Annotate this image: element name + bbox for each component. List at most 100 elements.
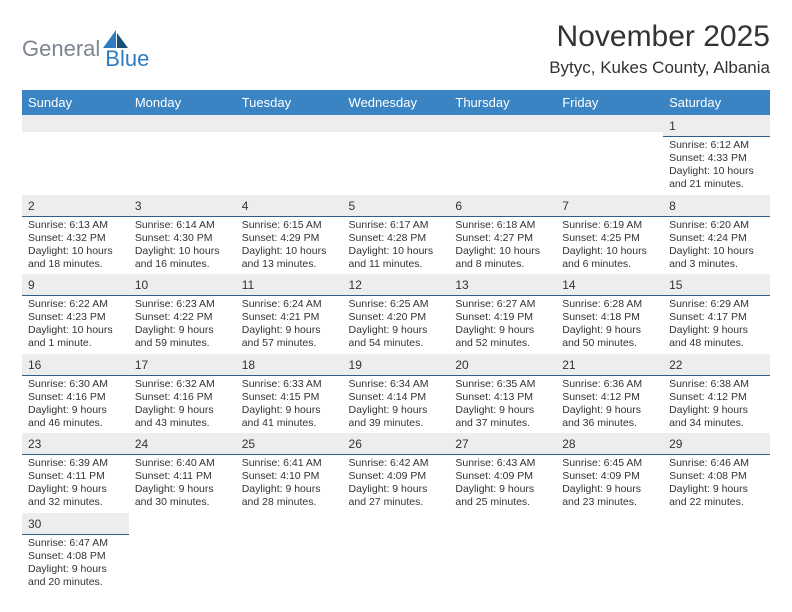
day-detail-line: Daylight: 9 hours (562, 483, 657, 496)
day-detail-line: Daylight: 10 hours (28, 324, 123, 337)
calendar-day-cell (22, 115, 129, 195)
logo-text-blue: Blue (105, 46, 149, 72)
logo-text-gray: General (22, 36, 100, 62)
day-header: Tuesday (236, 90, 343, 115)
day-detail-line: and 30 minutes. (135, 496, 230, 509)
day-detail-line: Daylight: 9 hours (28, 404, 123, 417)
day-details: Sunrise: 6:25 AMSunset: 4:20 PMDaylight:… (343, 296, 450, 354)
day-number: 22 (669, 358, 682, 372)
day-number-row: 25 (236, 433, 343, 455)
day-detail-line: and 6 minutes. (562, 258, 657, 271)
day-detail-line: Daylight: 9 hours (242, 483, 337, 496)
calendar-day-cell: 1Sunrise: 6:12 AMSunset: 4:33 PMDaylight… (663, 115, 770, 195)
day-detail-line: Sunrise: 6:20 AM (669, 219, 764, 232)
calendar-day-cell: 24Sunrise: 6:40 AMSunset: 4:11 PMDayligh… (129, 433, 236, 513)
empty-day-row (129, 115, 236, 132)
day-detail-line: and 20 minutes. (28, 576, 123, 589)
day-detail-line: Daylight: 10 hours (562, 245, 657, 258)
empty-day-row (343, 115, 450, 132)
empty-day-row (449, 115, 556, 132)
calendar-day-cell: 7Sunrise: 6:19 AMSunset: 4:25 PMDaylight… (556, 195, 663, 275)
day-detail-line: Sunrise: 6:12 AM (669, 139, 764, 152)
day-detail-line: and 21 minutes. (669, 178, 764, 191)
day-detail-line: Daylight: 9 hours (669, 324, 764, 337)
day-detail-line: Daylight: 9 hours (349, 324, 444, 337)
day-number: 25 (242, 437, 255, 451)
day-detail-line: and 50 minutes. (562, 337, 657, 350)
day-detail-line: Sunset: 4:27 PM (455, 232, 550, 245)
empty-day-row (556, 115, 663, 132)
day-details: Sunrise: 6:46 AMSunset: 4:08 PMDaylight:… (663, 455, 770, 513)
calendar-day-cell (343, 513, 450, 593)
day-number-row: 29 (663, 433, 770, 455)
day-detail-line: and 52 minutes. (455, 337, 550, 350)
day-details: Sunrise: 6:13 AMSunset: 4:32 PMDaylight:… (22, 217, 129, 275)
day-details: Sunrise: 6:34 AMSunset: 4:14 PMDaylight:… (343, 376, 450, 434)
day-detail-line: Sunrise: 6:25 AM (349, 298, 444, 311)
day-header-row: Sunday Monday Tuesday Wednesday Thursday… (22, 90, 770, 115)
calendar-day-cell: 9Sunrise: 6:22 AMSunset: 4:23 PMDaylight… (22, 274, 129, 354)
day-detail-line: Daylight: 10 hours (669, 165, 764, 178)
day-detail-line: Sunset: 4:30 PM (135, 232, 230, 245)
calendar-day-cell: 2 Sunrise: 6:13 AMSunset: 4:32 PMDaylight… (22, 195, 129, 275)
day-number-row: 10 (129, 274, 236, 296)
calendar-day-cell (556, 115, 663, 195)
day-details: Sunrise: 6:19 AMSunset: 4:25 PMDaylight:… (556, 217, 663, 275)
day-number: 18 (242, 358, 255, 372)
day-number: 17 (135, 358, 148, 372)
day-detail-line: Sunrise: 6:22 AM (28, 298, 123, 311)
day-details: Sunrise: 6:20 AMSunset: 4:24 PMDaylight:… (663, 217, 770, 275)
day-number-row: 18 (236, 354, 343, 376)
day-number-row: 26 (343, 433, 450, 455)
day-detail-line: Sunset: 4:11 PM (135, 470, 230, 483)
day-number: 8 (669, 199, 676, 213)
day-detail-line: Sunset: 4:19 PM (455, 311, 550, 324)
day-detail-line: Sunset: 4:09 PM (455, 470, 550, 483)
day-number: 2 (28, 199, 35, 213)
calendar-day-cell: 22Sunrise: 6:38 AMSunset: 4:12 PMDayligh… (663, 354, 770, 434)
calendar-day-cell: 5Sunrise: 6:17 AMSunset: 4:28 PMDaylight… (343, 195, 450, 275)
day-detail-line: Daylight: 9 hours (28, 483, 123, 496)
day-number: 24 (135, 437, 148, 451)
day-detail-line: Daylight: 10 hours (349, 245, 444, 258)
day-detail-line: and 57 minutes. (242, 337, 337, 350)
day-details: Sunrise: 6:28 AMSunset: 4:18 PMDaylight:… (556, 296, 663, 354)
day-detail-line: Sunrise: 6:33 AM (242, 378, 337, 391)
calendar-day-cell: 29 Sunrise: 6:46 AMSunset: 4:08 PMDayligh… (663, 433, 770, 513)
day-number-row: 9 (22, 274, 129, 296)
day-detail-line: Daylight: 9 hours (562, 404, 657, 417)
day-header: Monday (129, 90, 236, 115)
day-number: 26 (349, 437, 362, 451)
day-number-row: 16 (22, 354, 129, 376)
day-details: Sunrise: 6:33 AMSunset: 4:15 PMDaylight:… (236, 376, 343, 434)
day-header: Thursday (449, 90, 556, 115)
day-detail-line: Sunrise: 6:13 AM (28, 219, 123, 232)
day-detail-line: Daylight: 9 hours (135, 324, 230, 337)
day-detail-line: Sunset: 4:18 PM (562, 311, 657, 324)
day-number: 14 (562, 278, 575, 292)
day-detail-line: Sunset: 4:15 PM (242, 391, 337, 404)
day-number-row: 21 (556, 354, 663, 376)
empty-day-row (22, 115, 129, 132)
day-detail-line: and 8 minutes. (455, 258, 550, 271)
day-detail-line: Sunrise: 6:43 AM (455, 457, 550, 470)
day-detail-line: Daylight: 9 hours (28, 563, 123, 576)
day-number-row: 12 (343, 274, 450, 296)
day-detail-line: Sunset: 4:09 PM (562, 470, 657, 483)
day-number: 29 (669, 437, 682, 451)
day-number-row: 1 (663, 115, 770, 137)
calendar-day-cell (129, 115, 236, 195)
calendar-day-cell (556, 513, 663, 593)
day-detail-line: Sunset: 4:29 PM (242, 232, 337, 245)
day-number-row: 14 (556, 274, 663, 296)
day-details: Sunrise: 6:29 AMSunset: 4:17 PMDaylight:… (663, 296, 770, 354)
day-detail-line: Sunrise: 6:46 AM (669, 457, 764, 470)
title-block: November 2025 Bytyc, Kukes County, Alban… (549, 20, 770, 78)
day-detail-line: Sunrise: 6:28 AM (562, 298, 657, 311)
day-number-row: 4 (236, 195, 343, 217)
day-detail-line: Daylight: 9 hours (562, 324, 657, 337)
day-number-row: 19 (343, 354, 450, 376)
day-details: Sunrise: 6:36 AMSunset: 4:12 PMDaylight:… (556, 376, 663, 434)
day-number: 10 (135, 278, 148, 292)
day-number: 4 (242, 199, 249, 213)
